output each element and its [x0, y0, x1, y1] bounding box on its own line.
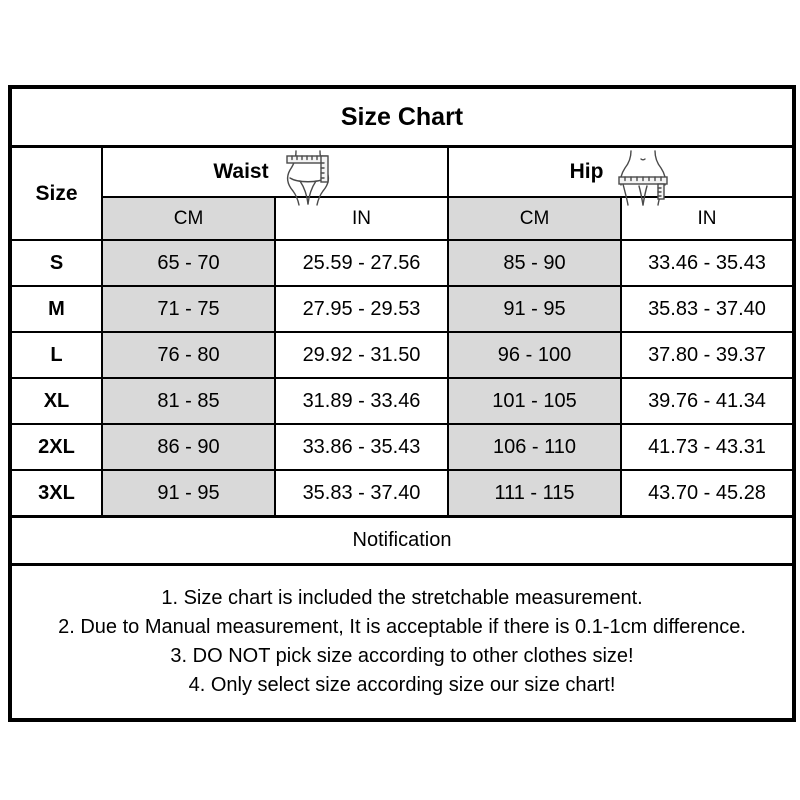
waist-cm-cell: 76 - 80 — [101, 331, 276, 379]
hip-measure-icon — [618, 150, 669, 206]
waist-in-cell: 25.59 - 27.56 — [274, 239, 449, 287]
hip-in-cell: 39.76 - 41.34 — [619, 377, 796, 425]
size-cell: L — [9, 331, 103, 379]
waist-header-group: Waist — [103, 150, 447, 206]
table-row-l: L 76 - 80 29.92 - 31.50 96 - 100 37.80 -… — [9, 331, 796, 379]
group-header-row: Size Waist — [9, 145, 796, 241]
table-row-2xl: 2XL 86 - 90 33.86 - 35.43 106 - 110 41.7… — [9, 423, 796, 471]
waist-cm-cell: 71 - 75 — [101, 285, 276, 333]
page-title: Size Chart — [8, 86, 796, 148]
table-row-m: M 71 - 75 27.95 - 29.53 91 - 95 35.83 - … — [9, 285, 796, 333]
unit-header-hip-cm: CM — [447, 196, 622, 241]
hip-in-cell: 33.46 - 35.43 — [619, 239, 796, 287]
size-cell: XL — [9, 377, 103, 425]
waist-measure-icon — [285, 150, 329, 206]
notification-notes-row: 1. Size chart is included the stretchabl… — [8, 563, 796, 721]
hip-cm-cell: 85 - 90 — [447, 239, 622, 287]
waist-icon-box — [283, 150, 337, 206]
table-row-xl: XL 81 - 85 31.89 - 33.46 101 - 105 39.76… — [9, 377, 796, 425]
note-line-4: 4. Only select size according size our s… — [188, 674, 616, 696]
column-header-waist: Waist — [101, 145, 449, 206]
note-line-3: 3. DO NOT pick size according to other c… — [170, 645, 634, 667]
waist-label: Waist — [213, 160, 269, 183]
size-cell: 2XL — [9, 423, 103, 471]
unit-header-waist-in: IN — [274, 196, 449, 241]
hip-in-cell: 41.73 - 43.31 — [619, 423, 796, 471]
waist-cm-cell: 86 - 90 — [101, 423, 276, 471]
hip-label: Hip — [569, 160, 604, 183]
unit-header-waist-cm: CM — [101, 196, 276, 241]
table-row-s: S 65 - 70 25.59 - 27.56 85 - 90 33.46 - … — [9, 239, 796, 287]
notification-header: Notification — [8, 515, 796, 566]
note-line-1: 1. Size chart is included the stretchabl… — [161, 587, 643, 609]
size-cell: M — [9, 285, 103, 333]
waist-cm-cell: 91 - 95 — [101, 469, 276, 518]
waist-in-cell: 35.83 - 37.40 — [274, 469, 449, 518]
hip-in-cell: 35.83 - 37.40 — [619, 285, 796, 333]
hip-in-cell: 43.70 - 45.28 — [619, 469, 796, 518]
waist-in-cell: 31.89 - 33.46 — [274, 377, 449, 425]
waist-in-cell: 27.95 - 29.53 — [274, 285, 449, 333]
waist-cm-cell: 81 - 85 — [101, 377, 276, 425]
column-header-hip: Hip — [446, 145, 796, 206]
hip-cm-cell: 111 - 115 — [447, 469, 622, 518]
notification-header-row: Notification — [8, 515, 796, 566]
waist-in-cell: 33.86 - 35.43 — [274, 423, 449, 471]
hip-icon-box — [617, 150, 671, 206]
hip-cm-cell: 106 - 110 — [447, 423, 622, 471]
size-chart-table: Size Chart Size Waist — [8, 85, 797, 722]
size-cell: S — [9, 239, 103, 287]
hip-cm-cell: 96 - 100 — [447, 331, 622, 379]
waist-cm-cell: 65 - 70 — [101, 239, 276, 287]
note-line-2: 2. Due to Manual measurement, It is acce… — [58, 616, 746, 638]
hip-header-group: Hip — [449, 150, 792, 206]
column-header-size: Size — [9, 145, 103, 241]
waist-in-cell: 29.92 - 31.50 — [274, 331, 449, 379]
unit-header-row: CM IN CM IN — [10, 196, 796, 241]
table-row-3xl: 3XL 91 - 95 35.83 - 37.40 111 - 115 43.7… — [9, 469, 796, 518]
notification-notes: 1. Size chart is included the stretchabl… — [8, 563, 796, 721]
hip-cm-cell: 91 - 95 — [447, 285, 622, 333]
hip-in-cell: 37.80 - 39.37 — [619, 331, 796, 379]
title-row: Size Chart — [8, 86, 796, 148]
hip-cm-cell: 101 - 105 — [447, 377, 622, 425]
unit-header-hip-in: IN — [619, 196, 796, 241]
size-cell: 3XL — [9, 469, 103, 518]
